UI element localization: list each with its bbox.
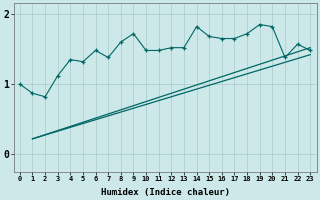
X-axis label: Humidex (Indice chaleur): Humidex (Indice chaleur): [100, 188, 229, 197]
